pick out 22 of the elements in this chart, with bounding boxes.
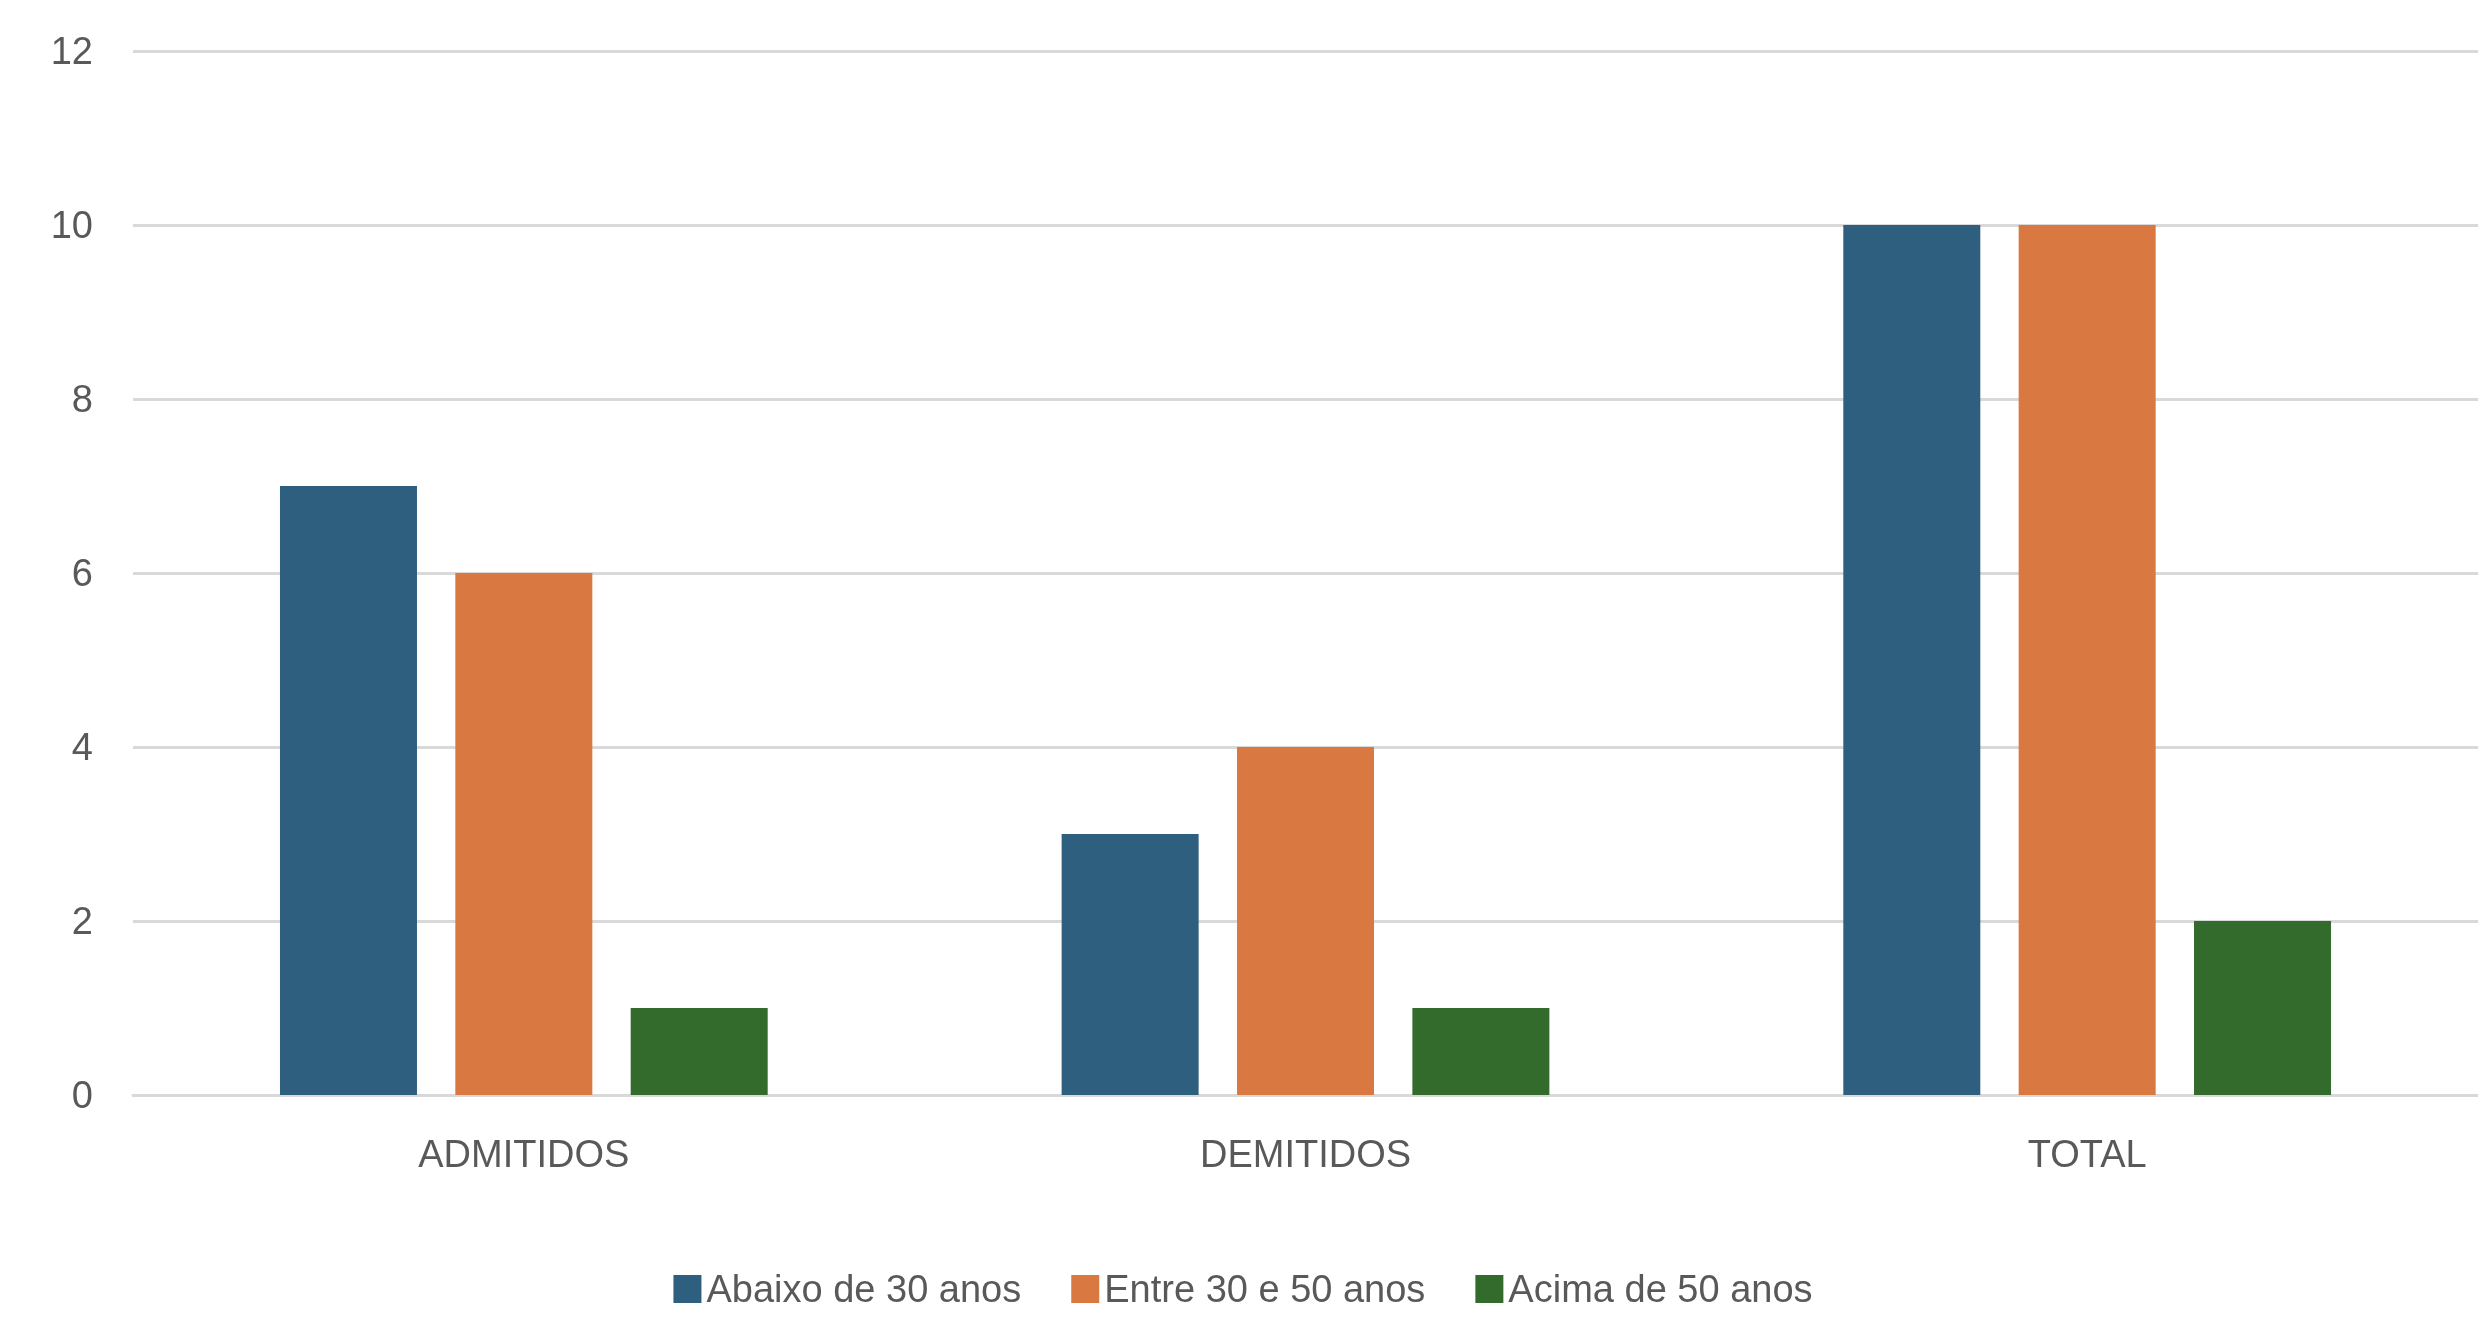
bar: [1412, 1008, 1550, 1095]
legend-label: Abaixo de 30 anos: [706, 1268, 1022, 1310]
y-tick-label: 0: [71, 1074, 93, 1116]
bar: [1061, 834, 1199, 1095]
bar: [1237, 747, 1374, 1095]
x-tick-label: DEMITIDOS: [1199, 1133, 1412, 1175]
y-tick-label: 10: [50, 204, 93, 246]
y-tick-label: 4: [71, 726, 93, 768]
y-tick-label: 6: [71, 552, 93, 594]
legend-label: Acima de 50 anos: [1508, 1268, 1813, 1310]
y-tick-label: 12: [50, 30, 93, 72]
bar: [455, 573, 593, 1095]
bar: [2018, 225, 2156, 1095]
x-tick-label: TOTAL: [2027, 1133, 2147, 1175]
y-tick-label: 2: [71, 900, 93, 942]
bar: [630, 1008, 768, 1095]
bar: [2194, 921, 2332, 1095]
x-tick-label: ADMITIDOS: [418, 1133, 630, 1175]
y-tick-label: 8: [71, 378, 93, 420]
bar: [279, 486, 417, 1095]
bar: [1843, 225, 1981, 1095]
legend-label: Entre 30 e 50 anos: [1104, 1268, 1426, 1310]
